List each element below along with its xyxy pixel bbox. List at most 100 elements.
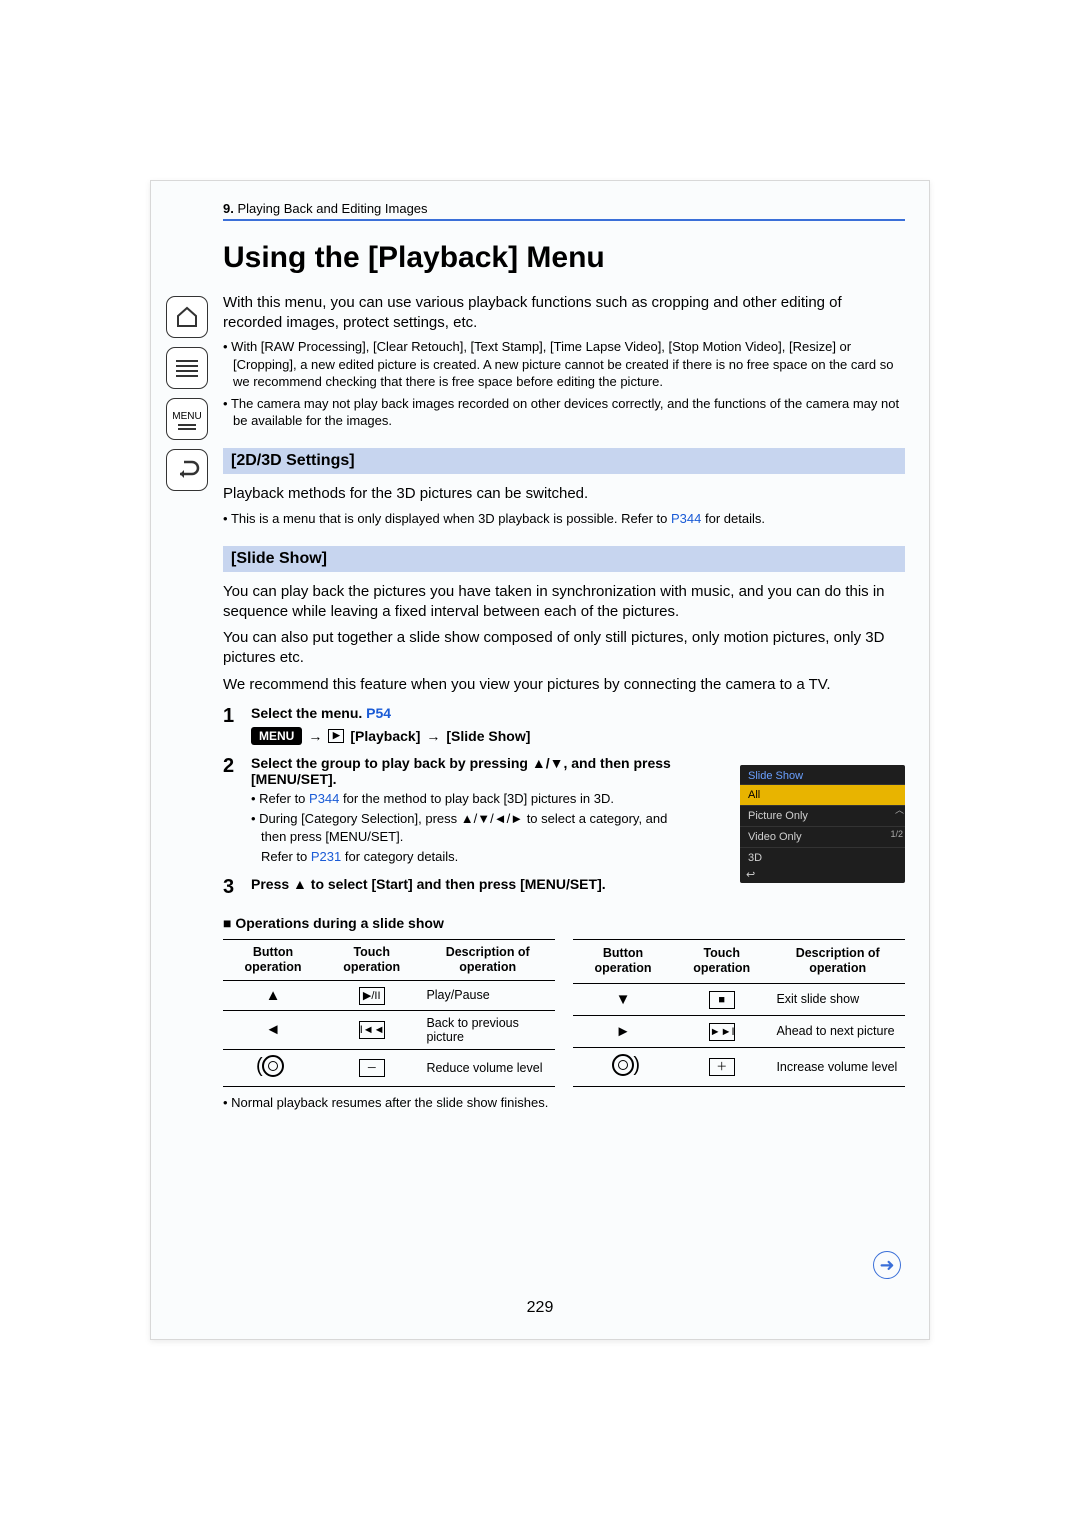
touch-next-label: ►►I (709, 1023, 735, 1041)
ss-row-picture: Picture Only (740, 805, 905, 826)
table-row: ◄ I◄◄ Back to previous picture (223, 1010, 555, 1049)
page: MENU 9. Playing Back and Editing Images … (150, 180, 930, 1340)
intro-bullet-2-text: The camera may not play back images reco… (231, 396, 899, 429)
section-2d3d-body: Playback methods for the 3D pictures can… (223, 484, 905, 504)
footer-note: • Normal playback resumes after the slid… (223, 1095, 905, 1110)
touch-playpause-icon: ▶/II (323, 980, 420, 1010)
btn-dial-right-icon (573, 1047, 673, 1086)
table-row: ▼ ■ Exit slide show (573, 983, 905, 1015)
intro-bullet-1: • With [RAW Processing], [Clear Retouch]… (223, 338, 905, 391)
sidebar: MENU (166, 296, 208, 500)
btn-down-icon: ▼ (573, 983, 673, 1015)
intro-bullet-2: • The camera may not play back images re… (223, 395, 905, 430)
desc-prev: Back to previous picture (420, 1010, 555, 1049)
desc-volup: Increase volume level (770, 1047, 905, 1086)
menu-button-icon: MENU (251, 727, 302, 745)
next-page-icon[interactable]: ➜ (873, 1251, 901, 1279)
step-1: 1 Select the menu. P54 MENU → ▶ [Playbac… (223, 705, 905, 745)
sb2-arrows: ▲/▼/◄/► (461, 811, 523, 826)
ss-row-3d: 3D (740, 847, 905, 868)
step-1-label: Select the menu. (251, 705, 362, 721)
menu-icon[interactable]: MENU (166, 398, 208, 440)
th-desc: Description of operation (420, 939, 555, 980)
touch-playpause-label: ▶/II (359, 987, 385, 1005)
page-title: Using the [Playback] Menu (223, 241, 905, 275)
touch-prev-icon: I◄◄ (323, 1010, 420, 1049)
table-row: ► ►►I Ahead to next picture (573, 1015, 905, 1047)
ss-scroll-up-icon: ︿ (895, 803, 903, 816)
desc-voldown: Reduce volume level (420, 1049, 555, 1086)
table-row: ─ Reduce volume level (223, 1049, 555, 1086)
section-2d3d-bullet: • This is a menu that is only displayed … (223, 510, 905, 528)
step-2-arrows: ▲/▼ (532, 755, 564, 771)
chapter-num: 9. (223, 201, 234, 216)
step-3-pre: Press (251, 876, 293, 892)
touch-stop-icon: ■ (673, 983, 770, 1015)
slideshow-body-2: You can also put together a slide show c… (223, 628, 905, 669)
s1-bullet-post: for details. (701, 511, 765, 526)
th-button: Button operation (573, 939, 673, 983)
menu-label: MENU (172, 411, 201, 422)
step-3-arrow: ▲ (293, 876, 307, 892)
section-slideshow-header: [Slide Show] (223, 546, 905, 572)
btn-left-icon: ◄ (223, 1010, 323, 1049)
sb2-pre: • During [Category Selection], press (251, 811, 461, 826)
home-icon[interactable] (166, 296, 208, 338)
ss-row-video: Video Only (740, 826, 905, 847)
table-row: ＋ Increase volume level (573, 1047, 905, 1086)
step-3-post: to select [Start] and then press [MENU/S… (307, 876, 606, 892)
menu-path-dest: [Slide Show] (446, 728, 530, 744)
playback-icon: ▶ (328, 729, 344, 743)
arrow-icon: → (426, 728, 440, 744)
desc-exit: Exit slide show (770, 983, 905, 1015)
list-icon[interactable] (166, 347, 208, 389)
ops-table-left: Button operation Touch operation Descrip… (223, 939, 555, 1087)
intro-bullet-1-text: With [RAW Processing], [Clear Retouch], … (231, 339, 893, 389)
section-2d3d-header: [2D/3D Settings] (223, 448, 905, 474)
back-icon[interactable] (166, 449, 208, 491)
arrow-icon: → (308, 728, 322, 744)
menu-path: MENU → ▶ [Playback] → [Slide Show] (251, 727, 905, 745)
link-p54[interactable]: P54 (366, 705, 391, 721)
ss-row-all: All (740, 784, 905, 805)
th-desc: Description of operation (770, 939, 905, 983)
touch-prev-label: I◄◄ (359, 1021, 385, 1039)
chapter-header: 9. Playing Back and Editing Images (223, 201, 905, 221)
btn-dial-left-icon (223, 1049, 323, 1086)
th-touch: Touch operation (673, 939, 770, 983)
link-p344-2[interactable]: P344 (309, 791, 339, 806)
touch-minus-label: ─ (359, 1059, 385, 1077)
step-1-num: 1 (223, 705, 251, 745)
step-3-num: 3 (223, 876, 251, 899)
step-2-num: 2 (223, 755, 251, 866)
link-p231[interactable]: P231 (311, 849, 341, 864)
btn-right-icon: ► (573, 1015, 673, 1047)
menu-path-playback: [Playback] (350, 728, 420, 744)
s1-bullet-pre: This is a menu that is only displayed wh… (231, 511, 671, 526)
camera-menu-screenshot: Slide Show All Picture Only Video Only 3… (740, 765, 905, 883)
touch-plus-label: ＋ (709, 1058, 735, 1076)
content: 9. Playing Back and Editing Images Using… (223, 201, 905, 1319)
ops-table-right: Button operation Touch operation Descrip… (573, 939, 905, 1087)
operations-tables: Button operation Touch operation Descrip… (223, 939, 905, 1087)
sb1-pre: • Refer to (251, 791, 309, 806)
sb3-post: for category details. (341, 849, 458, 864)
table-row: ▲ ▶/II Play/Pause (223, 980, 555, 1010)
page-number: 229 (151, 1299, 929, 1317)
ss-title: Slide Show (740, 765, 905, 784)
step-2-sub-3: Refer to P231 for category details. (251, 848, 671, 866)
sb3-pre: Refer to (261, 849, 311, 864)
th-button: Button operation (223, 939, 323, 980)
step-2-sub-1: • Refer to P344 for the method to play b… (251, 790, 671, 808)
step-2-sub-2: • During [Category Selection], press ▲/▼… (251, 810, 671, 845)
touch-minus-icon: ─ (323, 1049, 420, 1086)
intro-text: With this menu, you can use various play… (223, 293, 905, 332)
desc-playpause: Play/Pause (420, 980, 555, 1010)
sb1-post: for the method to play back [3D] picture… (339, 791, 614, 806)
desc-next: Ahead to next picture (770, 1015, 905, 1047)
link-p344-1[interactable]: P344 (671, 511, 701, 526)
slideshow-body-3: We recommend this feature when you view … (223, 675, 905, 695)
step-2-pre: Select the group to play back by pressin… (251, 755, 532, 771)
touch-next-icon: ►►I (673, 1015, 770, 1047)
btn-up-icon: ▲ (223, 980, 323, 1010)
